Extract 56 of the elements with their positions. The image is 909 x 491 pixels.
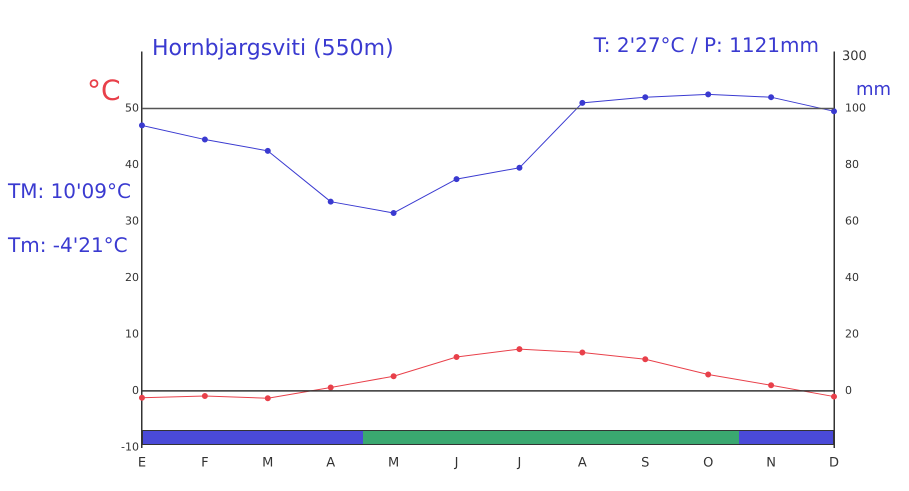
y2-tick-label: 60 — [845, 214, 860, 228]
point — [138, 122, 145, 128]
y2-tick-label: 40 — [845, 270, 860, 284]
x-tick-label: M — [388, 456, 400, 471]
point — [202, 136, 208, 143]
point — [705, 372, 712, 378]
point — [138, 394, 145, 401]
point — [516, 346, 522, 352]
point — [516, 164, 522, 171]
point — [642, 94, 648, 100]
point — [454, 176, 460, 182]
text: Tm: -4'21°C — [7, 233, 128, 257]
x-tick-label: A — [578, 456, 587, 471]
point — [768, 382, 774, 388]
x-tick-label: A — [326, 456, 336, 471]
text: TM: 10'09°C — [7, 179, 131, 203]
y-tick-label: 0 — [132, 384, 139, 397]
point — [328, 384, 334, 391]
y-tick-label: 30 — [124, 214, 139, 228]
point — [705, 91, 712, 98]
point — [264, 395, 271, 402]
y2-tick-label: 20 — [845, 327, 860, 340]
y2-tick-label: 0 — [845, 384, 852, 397]
y-tick-label: 20 — [124, 270, 139, 284]
x-tick-label: D — [828, 456, 840, 471]
point — [579, 350, 586, 356]
x-tick-label: J — [516, 456, 522, 471]
y2-axis-title: mm — [856, 79, 892, 100]
point — [202, 393, 208, 399]
point — [642, 356, 648, 362]
y-tick-label: 40 — [124, 158, 139, 171]
x-tick-label: N — [766, 456, 776, 471]
y-axis-title: °C — [86, 74, 121, 107]
point — [831, 108, 838, 114]
chart-title: Hornbjargsviti (550m) — [152, 36, 394, 61]
point — [579, 100, 586, 106]
x-tick-label: M — [262, 456, 274, 471]
chart-subtitle: T: 2'27°C / P: 1121mm — [592, 33, 820, 57]
point — [264, 148, 271, 154]
x-tick-label: E — [138, 456, 146, 471]
point — [328, 198, 334, 205]
point — [831, 394, 838, 400]
y-tick-label: -10 — [121, 440, 139, 454]
x-tick-label: F — [201, 456, 209, 471]
y-tick-label: 50 — [124, 101, 139, 114]
point — [768, 94, 774, 100]
text: 300 — [842, 49, 867, 64]
y-tick-label: 10 — [124, 327, 139, 340]
point — [390, 210, 397, 216]
y2-tick-label: 80 — [845, 158, 860, 171]
point — [390, 373, 397, 380]
x-tick-label: J — [454, 456, 458, 471]
y2-tick-label: 100 — [845, 101, 866, 114]
point — [454, 354, 460, 360]
x-tick-label: O — [703, 456, 714, 471]
x-tick-label: S — [641, 456, 650, 471]
